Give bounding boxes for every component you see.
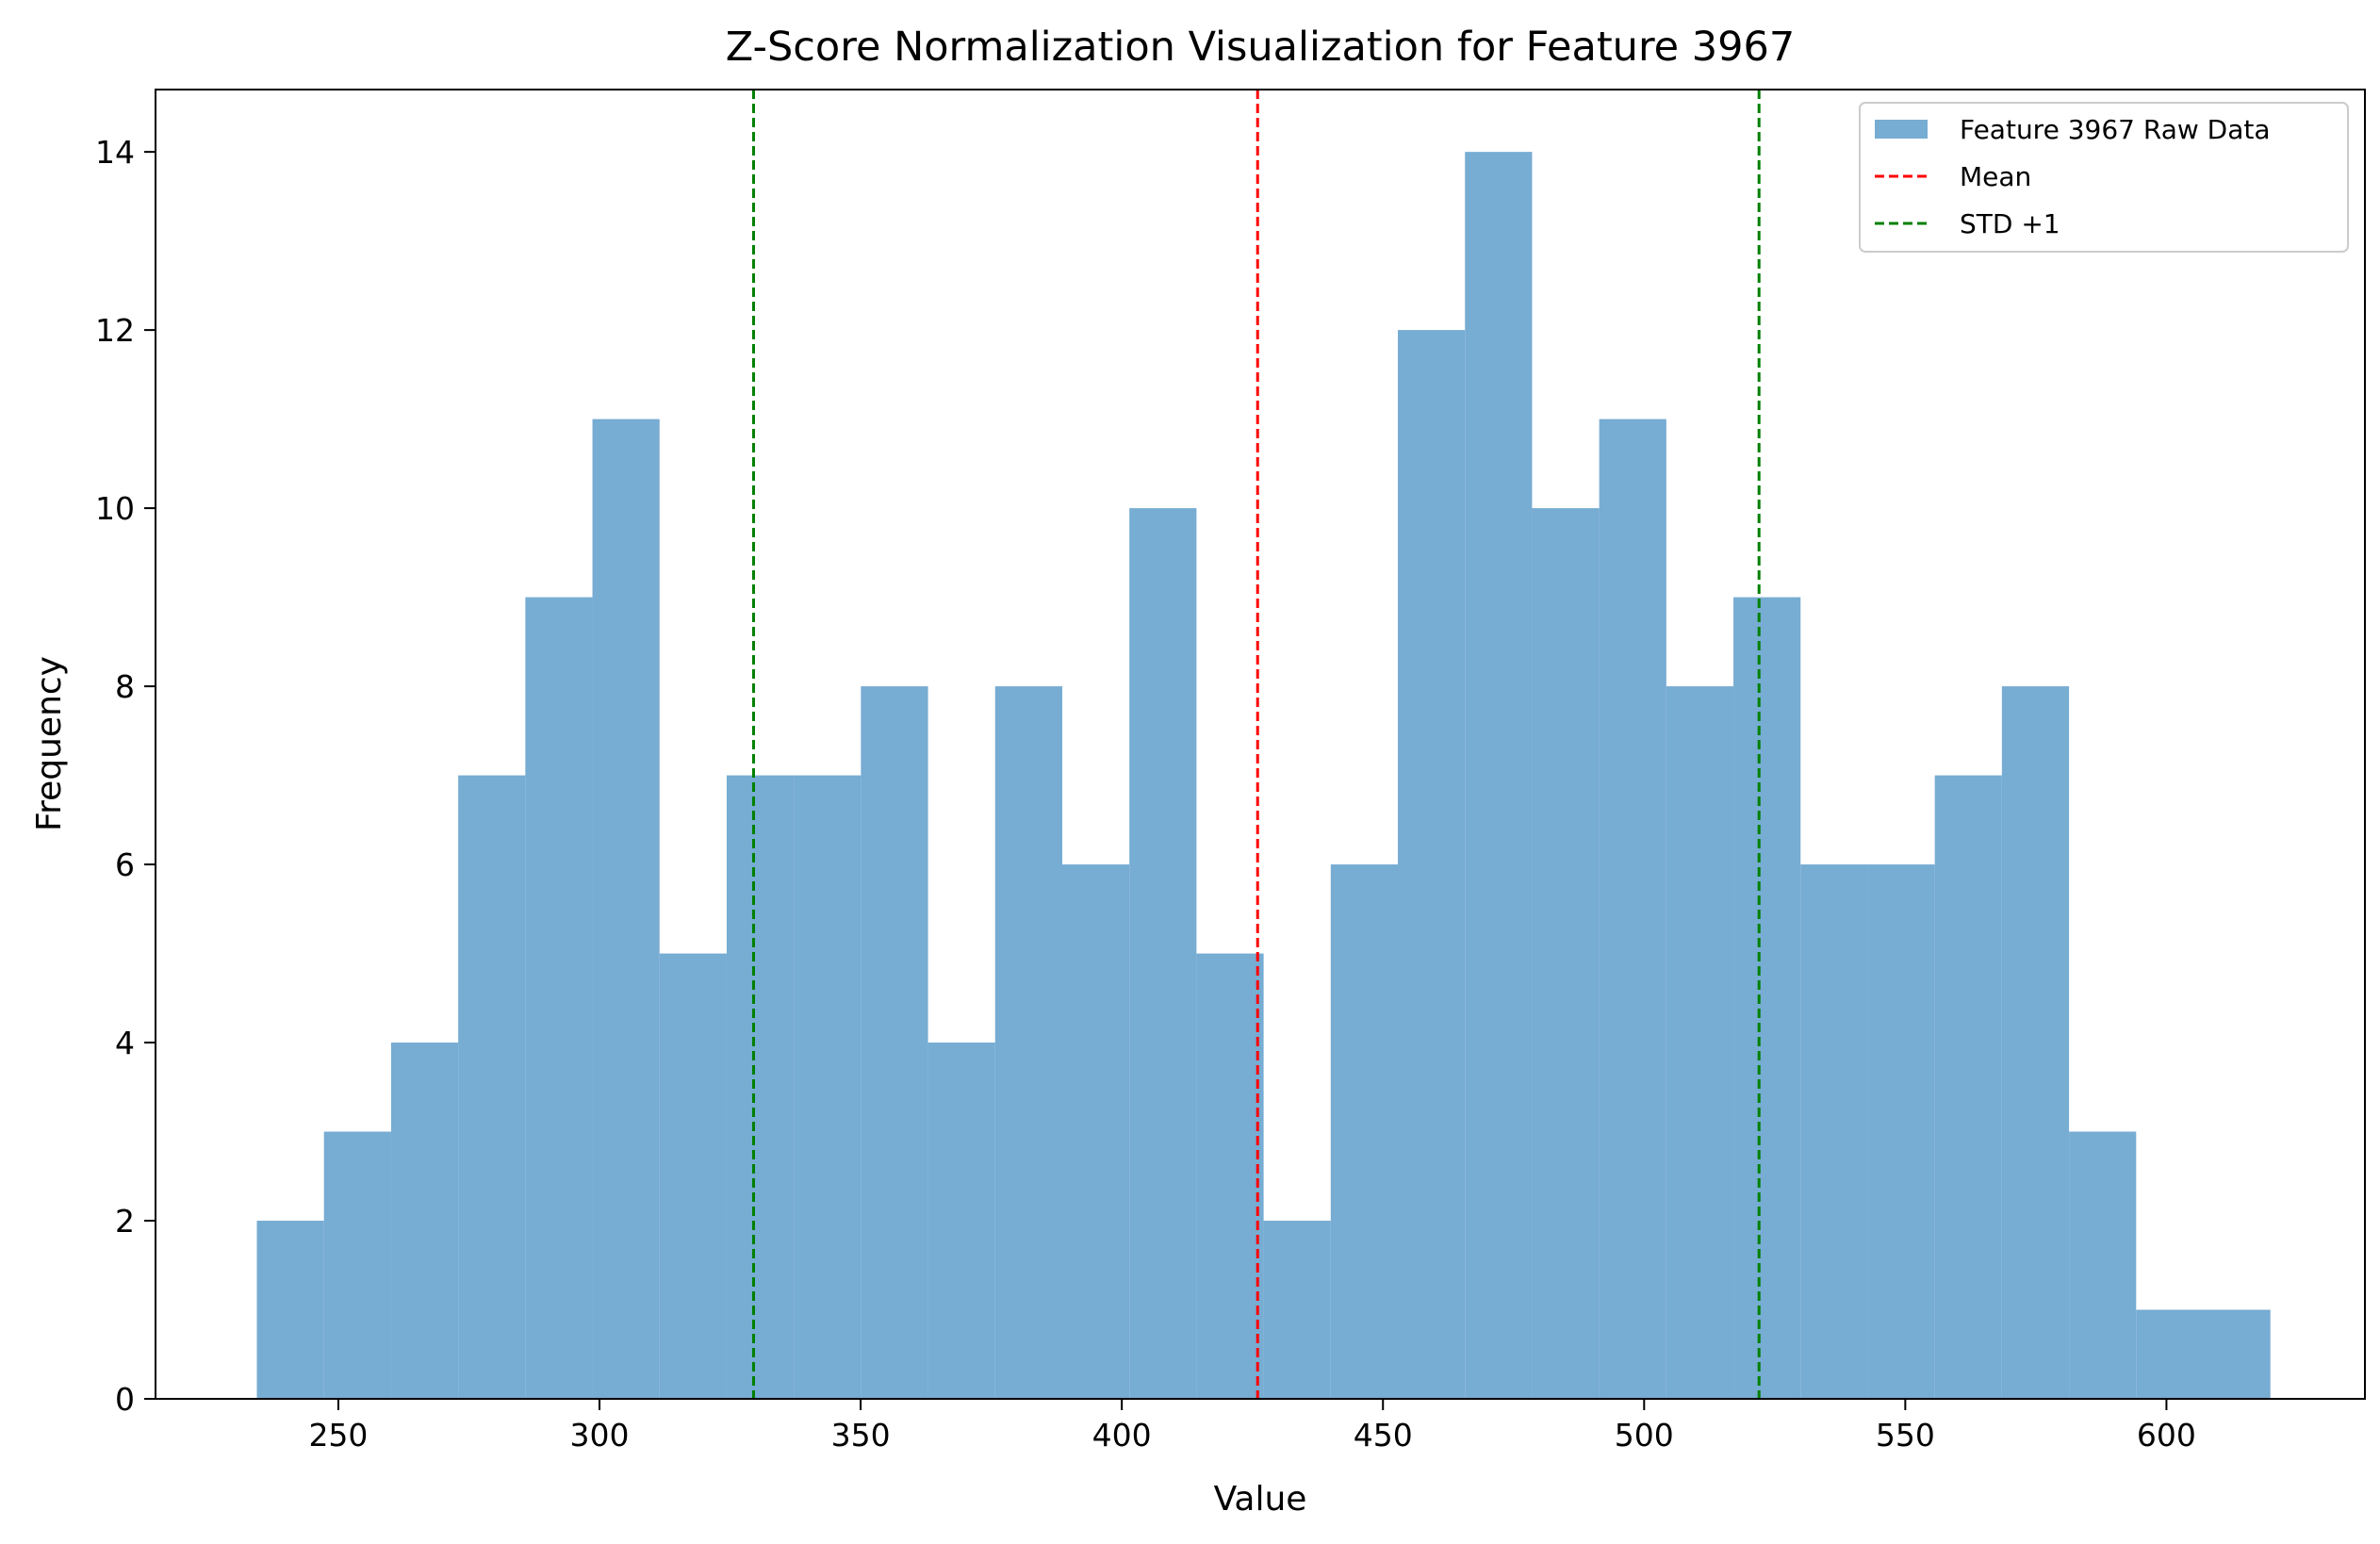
histogram-bar-29	[2136, 1309, 2204, 1399]
histogram-bars	[256, 152, 2271, 1400]
histogram-bar-30	[2203, 1309, 2271, 1399]
histogram-bar-1	[256, 1221, 324, 1399]
histogram-bar-23	[1733, 597, 1801, 1399]
x-tick-label: 250	[308, 1417, 368, 1454]
histogram-bar-21	[1599, 419, 1666, 1399]
x-tick-label: 350	[831, 1417, 891, 1454]
y-tick-label: 2	[115, 1203, 135, 1240]
histogram-bar-20	[1532, 508, 1600, 1399]
histogram-bar-19	[1465, 152, 1533, 1400]
legend: Feature 3967 Raw Data Mean STD +1	[1859, 102, 2349, 253]
y-tick-label: 8	[115, 668, 135, 705]
y-axis-label: Frequency	[30, 656, 69, 831]
histogram-bar-11	[927, 1043, 995, 1399]
x-axis-ticks: 250 300 350 400 450 500 550 600	[308, 1399, 2196, 1454]
histogram-bar-24	[1800, 864, 1868, 1399]
histogram-bar-5	[525, 597, 593, 1399]
histogram-bar-3	[390, 1043, 459, 1399]
histogram-bar-14	[1129, 508, 1197, 1399]
histogram-bar-22	[1666, 686, 1734, 1399]
legend-swatch-histogram	[1875, 120, 1928, 139]
x-tick-label: 300	[570, 1417, 630, 1454]
histogram-bar-6	[592, 419, 660, 1399]
histogram-bar-17	[1330, 864, 1399, 1399]
x-tick-label: 400	[1092, 1417, 1152, 1454]
histogram-bar-25	[1867, 864, 1935, 1399]
y-tick-label: 14	[95, 134, 135, 171]
x-tick-label: 500	[1615, 1417, 1674, 1454]
y-axis-ticks: 0 2 4 6 8 10 12 14	[95, 134, 156, 1418]
x-tick-label: 600	[2137, 1417, 2196, 1454]
legend-box	[1859, 102, 2349, 253]
histogram-bar-13	[1061, 864, 1130, 1399]
plot-frame	[155, 89, 2366, 1400]
y-tick-label: 0	[115, 1381, 135, 1418]
histogram-bar-26	[1934, 775, 2002, 1399]
histogram-bar-27	[2001, 686, 2070, 1399]
legend-label-std: STD +1	[1960, 208, 2060, 239]
histogram-bar-28	[2069, 1131, 2137, 1399]
y-tick-label: 12	[95, 312, 135, 349]
histogram-bar-7	[659, 953, 727, 1399]
histogram-bar-4	[458, 775, 526, 1399]
x-tick-label: 550	[1876, 1417, 1935, 1454]
histogram-bar-16	[1263, 1221, 1331, 1399]
y-tick-label: 4	[115, 1025, 135, 1061]
histogram-bar-9	[794, 775, 862, 1399]
histogram-bar-12	[994, 686, 1062, 1399]
histogram-bar-18	[1398, 330, 1466, 1399]
legend-label-histogram: Feature 3967 Raw Data	[1960, 114, 2271, 145]
x-tick-label: 450	[1354, 1417, 1413, 1454]
histogram-bar-2	[323, 1131, 391, 1399]
reference-lines	[751, 90, 1761, 1399]
y-tick-label: 6	[115, 846, 135, 883]
y-tick-label: 10	[95, 490, 135, 527]
chart-title: Z-Score Normalization Visualization for …	[726, 24, 1795, 71]
histogram-bar-10	[861, 686, 928, 1399]
histogram-bar-15	[1196, 953, 1264, 1399]
x-axis-label: Value	[1214, 1480, 1307, 1519]
histogram-bar-8	[726, 775, 795, 1399]
legend-label-mean: Mean	[1960, 161, 2031, 192]
